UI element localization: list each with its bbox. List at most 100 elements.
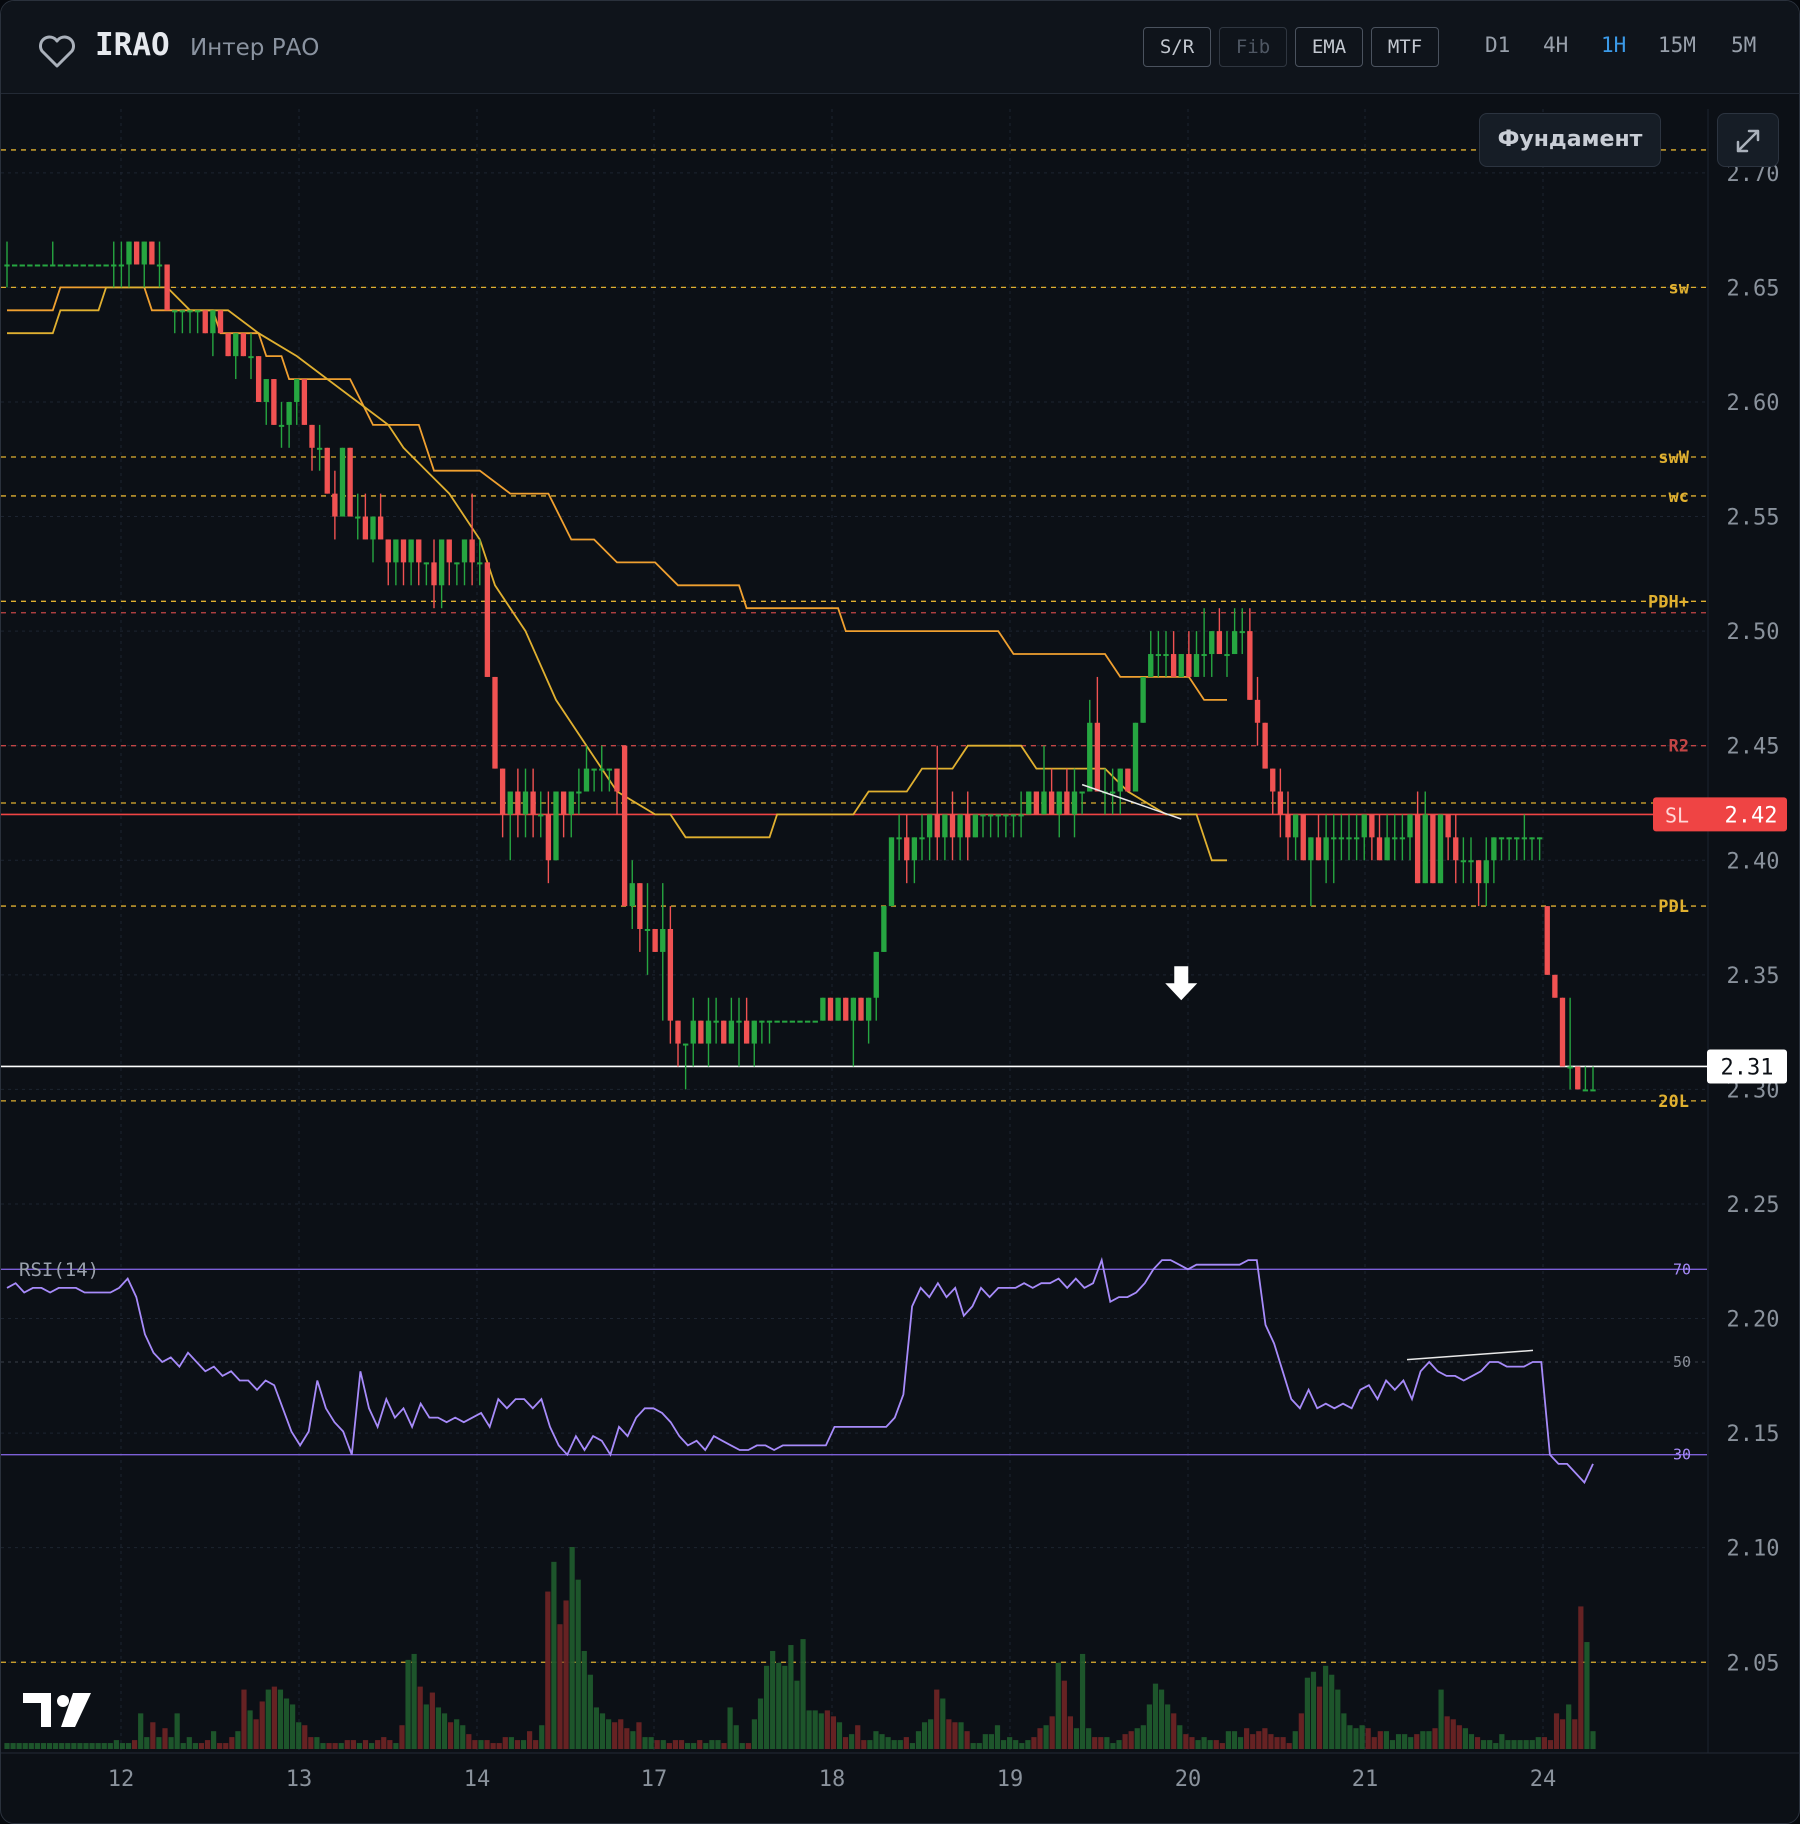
volume-bar [271, 1686, 277, 1749]
volume-bar [1426, 1731, 1432, 1749]
volume-bar [168, 1737, 174, 1749]
trend-line [1081, 783, 1182, 820]
candle [530, 768, 536, 838]
volume-bar [776, 1662, 782, 1749]
candle-body [377, 516, 384, 540]
volume-bar [472, 1740, 478, 1749]
fundament-button[interactable]: Фундамент [1479, 113, 1661, 167]
candle-body [1468, 860, 1474, 863]
candle-body [1559, 997, 1566, 1067]
candle [1064, 768, 1070, 815]
candle [301, 379, 308, 425]
volume-bar [1219, 1743, 1225, 1749]
candle [347, 447, 353, 517]
candle [1430, 814, 1436, 884]
candle [362, 493, 369, 540]
candle [484, 562, 491, 677]
volume-bar [636, 1722, 642, 1749]
candle [469, 493, 475, 586]
level-label: sw [1669, 278, 1690, 298]
logo-part [23, 1693, 51, 1727]
candle [515, 768, 521, 838]
timeframe-d1[interactable]: D1 [1485, 33, 1511, 57]
timeframe-1h[interactable]: 1H [1601, 33, 1627, 57]
candle-body [865, 997, 872, 1021]
candle-body [843, 997, 849, 1021]
candle [1117, 768, 1123, 815]
candle [560, 791, 567, 838]
volume-bar [338, 1743, 344, 1749]
volume-bar [235, 1731, 241, 1749]
candle-body [95, 264, 102, 267]
candle-body [728, 1020, 735, 1044]
candle-body [873, 951, 879, 998]
candle-body [553, 791, 559, 861]
timeframe-5m[interactable]: 5M [1731, 33, 1757, 57]
candle [873, 951, 879, 1021]
ema-toggle-button[interactable]: EMA [1295, 27, 1363, 67]
candle-body [1109, 791, 1116, 794]
volume-bar [381, 1737, 387, 1749]
candle [957, 814, 963, 861]
candle [987, 814, 994, 838]
candle [72, 264, 79, 267]
candle-body [1140, 676, 1146, 723]
volume-bar [806, 1710, 812, 1749]
level-label: R2 [1669, 737, 1689, 757]
volume-bar [1323, 1665, 1329, 1749]
volume-bar [1250, 1734, 1256, 1749]
candle [995, 814, 1001, 838]
candle [1529, 837, 1535, 861]
candle-body [1582, 1089, 1589, 1092]
volume-bar [1474, 1737, 1481, 1749]
candle-body [194, 310, 201, 313]
volume-bar [40, 1743, 47, 1749]
candle [34, 264, 41, 267]
volume-bar [1189, 1737, 1195, 1749]
volume-bar [65, 1743, 71, 1749]
volume-bar [1019, 1743, 1025, 1749]
level-label: swW [1658, 448, 1689, 468]
fib-toggle-button[interactable]: Fib [1219, 27, 1287, 67]
timeframe-4h[interactable]: 4H [1543, 33, 1569, 57]
candle [385, 539, 391, 586]
volume-bar [113, 1740, 119, 1749]
candle-body [187, 310, 193, 313]
volume-bar [447, 1722, 454, 1749]
candle-body [1201, 654, 1207, 657]
candle [316, 424, 323, 471]
heart-icon[interactable] [37, 33, 77, 69]
candle [1308, 837, 1314, 907]
volume-bar [812, 1710, 818, 1749]
plot-area [1, 109, 1707, 1753]
candle-body [339, 447, 346, 517]
timeframe-15m[interactable]: 15M [1658, 33, 1696, 57]
volume-bar [1462, 1728, 1468, 1749]
candle [187, 310, 193, 334]
candle-body [294, 379, 300, 402]
candle-body [629, 883, 635, 907]
x-tick-label: 20 [1175, 1767, 1202, 1792]
candle-body [1308, 837, 1314, 861]
volume-bar [1061, 1680, 1067, 1749]
candle-body [1536, 837, 1543, 840]
volume-bars [4, 1547, 1596, 1749]
candle-body [1353, 837, 1360, 840]
candle [355, 493, 361, 540]
candle-body [1254, 699, 1261, 723]
expand-icon[interactable] [1717, 113, 1779, 167]
candle-body [461, 539, 468, 563]
logo-part [61, 1693, 91, 1727]
volume-bar [211, 1731, 217, 1749]
sr-toggle-button[interactable]: S/R [1143, 27, 1211, 67]
candle-body [477, 562, 483, 565]
stop-price-badge [1653, 797, 1787, 832]
volume-bar [1116, 1740, 1122, 1749]
candle [1148, 631, 1154, 677]
candle-body [1277, 791, 1284, 815]
volume-bar [1146, 1704, 1153, 1749]
candle [65, 264, 71, 267]
candle-body [1445, 814, 1451, 838]
mtf-toggle-button[interactable]: MTF [1371, 27, 1439, 67]
